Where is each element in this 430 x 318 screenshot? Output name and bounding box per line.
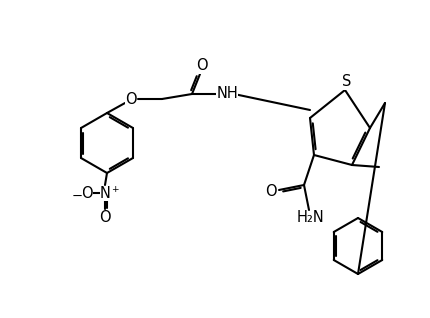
Text: O: O bbox=[265, 184, 277, 199]
Text: N: N bbox=[100, 185, 111, 201]
Text: O: O bbox=[125, 92, 137, 107]
Text: S: S bbox=[342, 74, 352, 89]
Text: O: O bbox=[196, 59, 208, 73]
Text: H₂N: H₂N bbox=[296, 211, 324, 225]
Text: O: O bbox=[99, 210, 111, 225]
Text: NH: NH bbox=[216, 86, 238, 101]
Text: −: − bbox=[71, 190, 83, 203]
Text: O: O bbox=[81, 185, 93, 201]
Text: +: + bbox=[111, 185, 119, 195]
